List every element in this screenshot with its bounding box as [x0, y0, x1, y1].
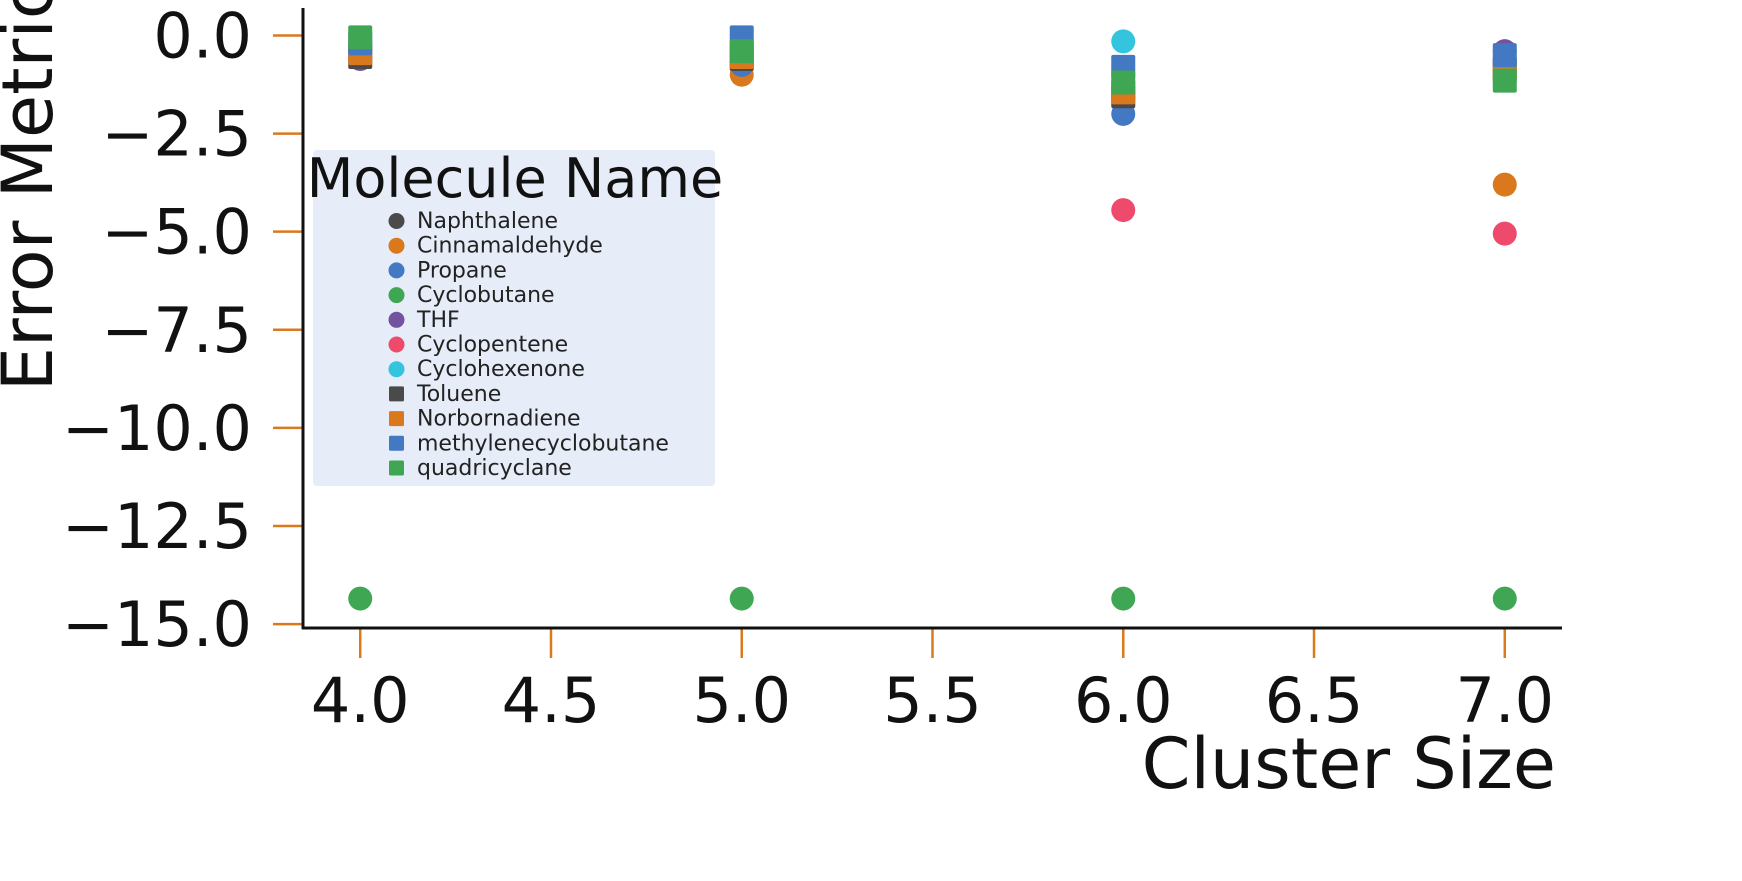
legend-title: Molecule Name — [307, 147, 723, 210]
y-tick-label: −15.0 — [62, 588, 252, 661]
point-cyclopentene — [1111, 198, 1136, 223]
point-quadricyclane — [729, 39, 754, 64]
legend: Molecule Name NaphthaleneCinnamaldehydeP… — [307, 147, 723, 486]
legend-marker-norbornadiene — [389, 411, 404, 427]
point-cyclobutane — [729, 586, 754, 611]
legend-label-propane: Propane — [417, 258, 507, 283]
legend-label-methylenecyclobutane: methylenecyclobutane — [417, 431, 669, 456]
point-cyclopentene — [1492, 221, 1517, 246]
legend-label-toluene: Toluene — [416, 382, 501, 407]
y-tick-label: −12.5 — [62, 490, 252, 563]
legend-label-norbornadiene: Norbornadiene — [417, 407, 581, 432]
x-tick-label: 5.0 — [692, 664, 791, 737]
x-tick-label: 6.0 — [1074, 664, 1173, 737]
x-tick-label: 4.0 — [311, 664, 410, 737]
x-tick-label: 7.0 — [1455, 664, 1554, 737]
x-axis-ticks: 4.0 4.5 5.0 5.5 6.0 6.5 7.0 — [311, 628, 1554, 737]
legend-marker-propane — [388, 262, 405, 279]
legend-marker-cyclopentene — [388, 336, 405, 353]
y-tick-label: −10.0 — [62, 392, 252, 465]
legend-marker-naphthalene — [388, 213, 405, 229]
legend-marker-toluene — [389, 386, 404, 402]
point-methylenecyclobutane — [1492, 43, 1517, 68]
legend-marker-cyclobutane — [388, 287, 405, 304]
point-cyclohexenone — [1111, 29, 1136, 54]
y-axis-ticks: 0.0 −2.5 −5.0 −7.5 −10.0 −12.5 −15.0 — [62, 0, 303, 661]
x-tick-label: 4.5 — [502, 664, 601, 737]
legend-label-cinnamaldehyde: Cinnamaldehyde — [417, 234, 603, 259]
point-cyclobutane — [348, 586, 373, 611]
point-cinnamaldehyde — [1492, 172, 1517, 197]
legend-marker-cinnamaldehyde — [388, 237, 405, 254]
legend-label-naphthalene: Naphthalene — [417, 209, 558, 234]
legend-items: NaphthaleneCinnamaldehydePropaneCyclobut… — [388, 209, 669, 481]
point-quadricyclane — [348, 25, 373, 50]
point-cyclobutane — [1492, 586, 1517, 611]
data-points — [348, 25, 1517, 611]
x-tick-label: 6.5 — [1265, 664, 1364, 737]
legend-label-cyclohexenone: Cyclohexenone — [417, 357, 585, 382]
y-tick-label: −2.5 — [101, 98, 252, 171]
point-cyclobutane — [1111, 586, 1136, 611]
y-axis-title: Error Metric — [0, 0, 69, 391]
point-quadricyclane — [1111, 70, 1136, 95]
legend-label-cyclobutane: Cyclobutane — [417, 283, 555, 308]
legend-marker-quadricyclane — [389, 460, 404, 476]
y-tick-label: 0.0 — [153, 0, 252, 72]
x-axis-title: Cluster Size — [1142, 723, 1556, 805]
y-tick-label: −7.5 — [101, 294, 252, 367]
legend-marker-methylenecyclobutane — [389, 435, 404, 451]
legend-label-quadricyclane: quadricyclane — [417, 456, 572, 481]
x-tick-label: 5.5 — [883, 664, 982, 737]
y-tick-label: −5.0 — [101, 196, 252, 269]
legend-marker-thf — [388, 311, 405, 328]
legend-marker-cyclohexenone — [388, 361, 405, 378]
legend-label-thf: THF — [416, 308, 460, 333]
legend-label-cyclopentene: Cyclopentene — [417, 333, 568, 358]
point-quadricyclane — [1492, 68, 1517, 93]
legend-box — [313, 150, 715, 486]
